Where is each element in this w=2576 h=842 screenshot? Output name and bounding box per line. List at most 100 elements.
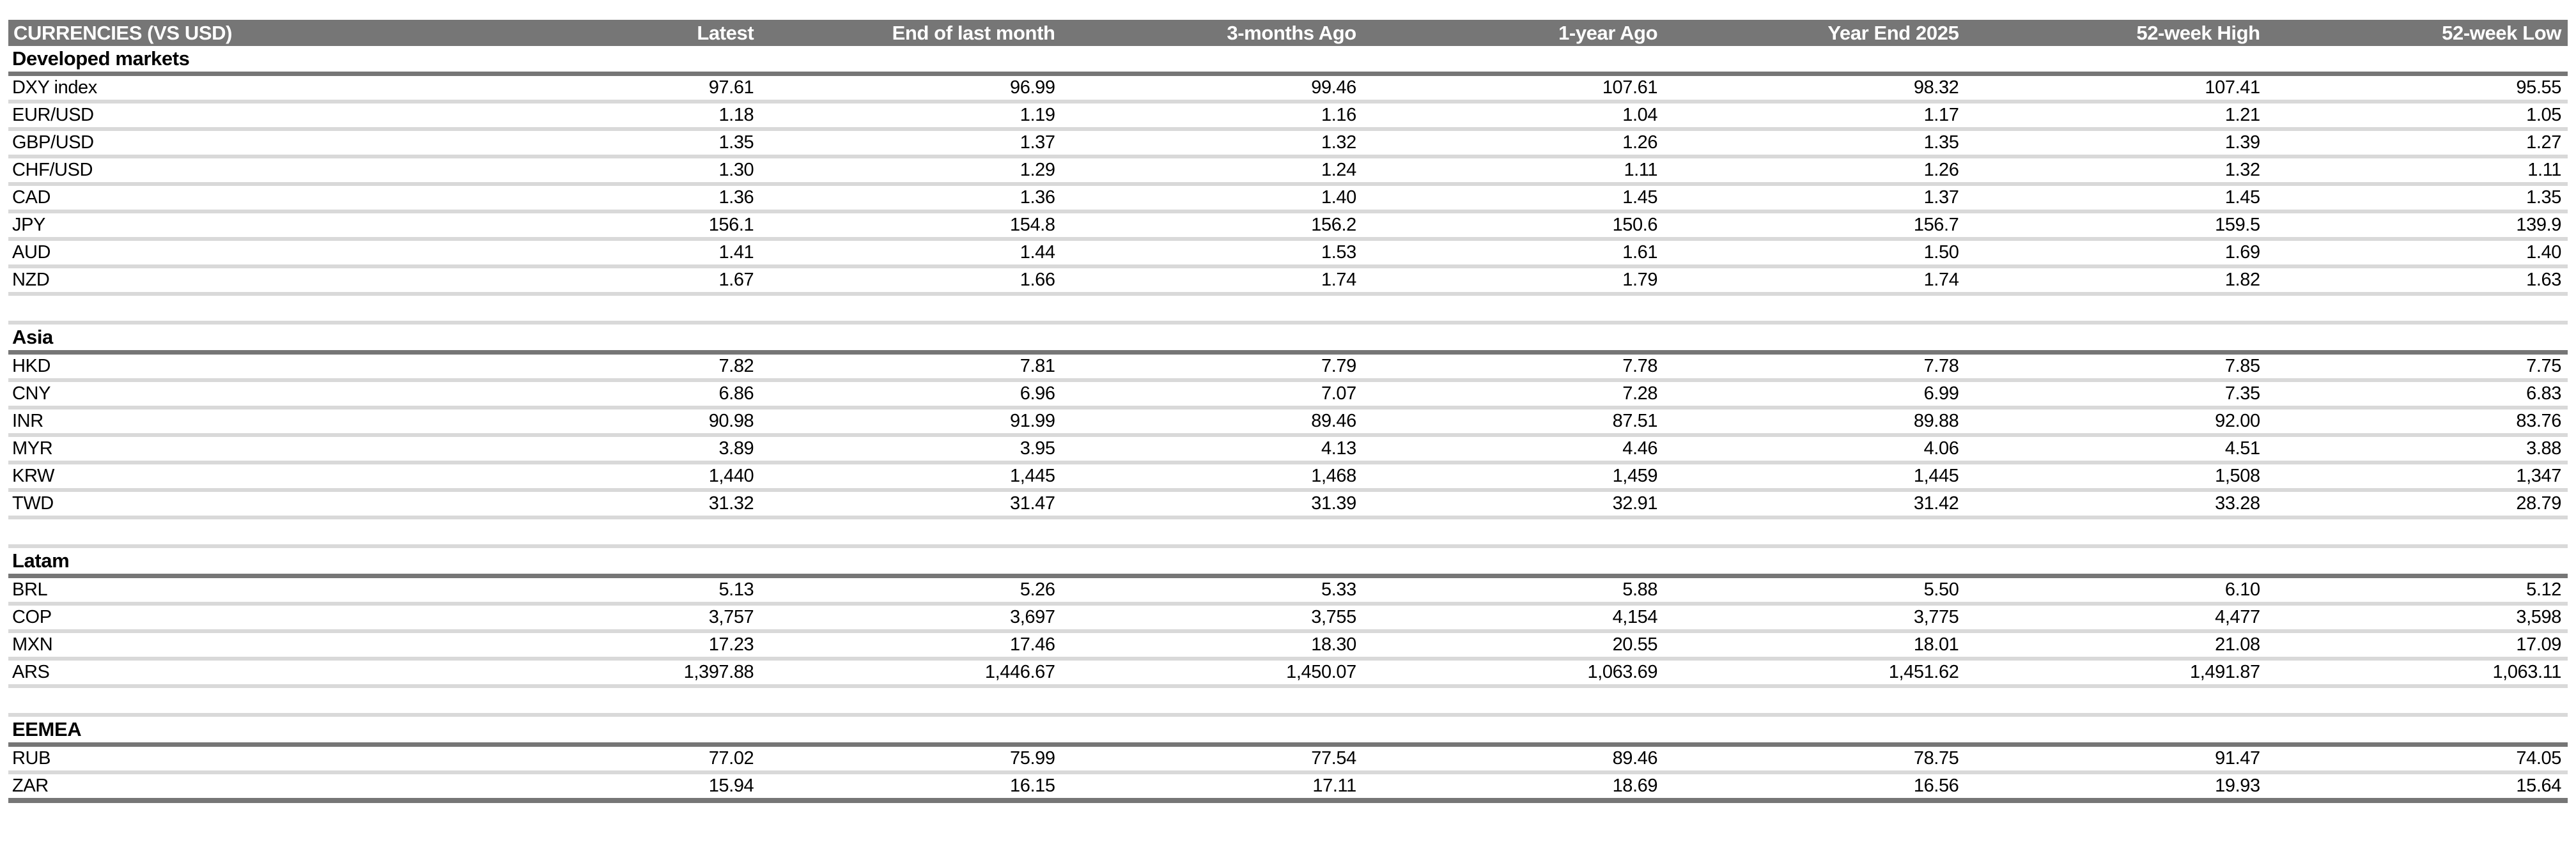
section-title: Developed markets: [8, 46, 2568, 76]
row-label: NZD: [12, 270, 50, 290]
table-row: TWD 31.32 31.47 31.39 32.91 31.42 33.28 28.79: [8, 492, 2568, 519]
row-label: COP: [12, 607, 52, 627]
section-gap: [8, 296, 2568, 321]
value-cell: 18.69: [1612, 776, 1658, 796]
row-label: GBP/USD: [12, 132, 94, 153]
value-cell: 16.15: [1009, 776, 1055, 796]
value-cell: 6.96: [1020, 383, 1055, 404]
value-cell: 1.35: [718, 132, 754, 153]
value-cell: 1.44: [1020, 242, 1055, 263]
value-cell: 33.28: [2215, 493, 2260, 514]
value-cell: 1.36: [718, 187, 754, 208]
table-row: CNY 6.86 6.96 7.07 7.28 6.99 7.35 6.83: [8, 382, 2568, 410]
value-cell: 3,697: [1009, 607, 1055, 627]
value-cell: 18.30: [1311, 634, 1356, 655]
row-label: TWD: [12, 493, 54, 514]
value-cell: 156.7: [1913, 215, 1959, 235]
value-cell: 20.55: [1612, 634, 1658, 655]
value-cell: 1.24: [1321, 160, 1356, 180]
row-label: MYR: [12, 438, 53, 459]
row-label: HKD: [12, 356, 51, 376]
value-cell: 18.01: [1913, 634, 1959, 655]
value-cell: 1.79: [1622, 270, 1658, 290]
value-cell: 28.79: [2516, 493, 2561, 514]
value-cell: 1.11: [1624, 160, 1658, 180]
value-cell: 75.99: [1009, 748, 1055, 769]
value-cell: 5.12: [2526, 579, 2561, 600]
value-cell: 19.93: [2215, 776, 2260, 796]
value-cell: 7.35: [2224, 383, 2260, 404]
section-title: Latam: [8, 544, 2568, 578]
table-title: CURRENCIES (VS USD): [13, 21, 233, 44]
value-cell: 3,598: [2516, 607, 2561, 627]
value-cell: 3,755: [1311, 607, 1356, 627]
table-row: CHF/USD 1.30 1.29 1.24 1.11 1.26 1.32 1.11: [8, 158, 2568, 186]
value-cell: 5.13: [718, 579, 754, 600]
value-cell: 159.5: [2215, 215, 2260, 235]
value-cell: 1.35: [2526, 187, 2561, 208]
value-cell: 1.37: [1923, 187, 1959, 208]
value-cell: 154.8: [1009, 215, 1055, 235]
value-cell: 1,459: [1612, 466, 1658, 486]
value-cell: 96.99: [1009, 77, 1055, 98]
value-cell: 1.11: [2527, 160, 2561, 180]
value-cell: 3,775: [1913, 607, 1959, 627]
row-label: CHF/USD: [12, 160, 93, 180]
value-cell: 7.07: [1321, 383, 1356, 404]
value-cell: 1,468: [1311, 466, 1356, 486]
value-cell: 1.21: [2224, 105, 2260, 125]
value-cell: 15.94: [708, 776, 754, 796]
value-cell: 5.88: [1622, 579, 1658, 600]
row-label: KRW: [12, 466, 54, 486]
value-cell: 1.35: [1923, 132, 1959, 153]
column-header-year-end-2025: Year End 2025: [1827, 21, 1959, 44]
value-cell: 1,347: [2516, 466, 2561, 486]
value-cell: 1.32: [2224, 160, 2260, 180]
value-cell: 4,154: [1612, 607, 1658, 627]
column-header-3-months-ago: 3-months Ago: [1227, 21, 1356, 44]
value-cell: 1.82: [2224, 270, 2260, 290]
value-cell: 78.75: [1913, 748, 1959, 769]
value-cell: 31.39: [1311, 493, 1356, 514]
table-row: BRL 5.13 5.26 5.33 5.88 5.50 6.10 5.12: [8, 578, 2568, 606]
row-label: RUB: [12, 748, 51, 769]
value-cell: 7.79: [1321, 356, 1356, 376]
value-cell: 74.05: [2516, 748, 2561, 769]
row-label: EUR/USD: [12, 105, 94, 125]
value-cell: 90.98: [708, 411, 754, 431]
value-cell: 91.99: [1009, 411, 1055, 431]
value-cell: 6.86: [718, 383, 754, 404]
value-cell: 107.61: [1602, 77, 1658, 98]
column-header-latest: Latest: [697, 21, 754, 44]
value-cell: 4,477: [2215, 607, 2260, 627]
row-label: ARS: [12, 662, 50, 682]
value-cell: 1.26: [1622, 132, 1658, 153]
value-cell: 5.50: [1923, 579, 1959, 600]
value-cell: 1.39: [2224, 132, 2260, 153]
value-cell: 1,063.11: [2492, 662, 2561, 682]
table-header-row: CURRENCIES (VS USD) Latest End of last m…: [8, 20, 2568, 46]
row-label: DXY index: [12, 77, 97, 98]
table-row: ARS 1,397.88 1,446.67 1,450.07 1,063.69 1,451…: [8, 661, 2568, 688]
value-cell: 77.02: [708, 748, 754, 769]
value-cell: 4.13: [1321, 438, 1356, 459]
value-cell: 107.41: [2205, 77, 2260, 98]
value-cell: 99.46: [1311, 77, 1356, 98]
value-cell: 1.66: [1020, 270, 1055, 290]
table-row: COP 3,757 3,697 3,755 4,154 3,775 4,477 3,598: [8, 606, 2568, 633]
row-label: BRL: [12, 579, 48, 600]
value-cell: 7.78: [1923, 356, 1959, 376]
value-cell: 31.42: [1913, 493, 1959, 514]
value-cell: 1.04: [1622, 105, 1658, 125]
column-header-end-of-last-month: End of last month: [892, 21, 1055, 44]
value-cell: 1,450.07: [1286, 662, 1356, 682]
value-cell: 1,397.88: [683, 662, 754, 682]
section-gap: [8, 519, 2568, 544]
value-cell: 3.95: [1020, 438, 1055, 459]
value-cell: 7.75: [2526, 356, 2561, 376]
table-row: AUD 1.41 1.44 1.53 1.61 1.50 1.69 1.40: [8, 241, 2568, 268]
value-cell: 1.50: [1923, 242, 1959, 263]
value-cell: 92.00: [2215, 411, 2260, 431]
value-cell: 7.82: [718, 356, 754, 376]
value-cell: 17.11: [1312, 776, 1356, 796]
